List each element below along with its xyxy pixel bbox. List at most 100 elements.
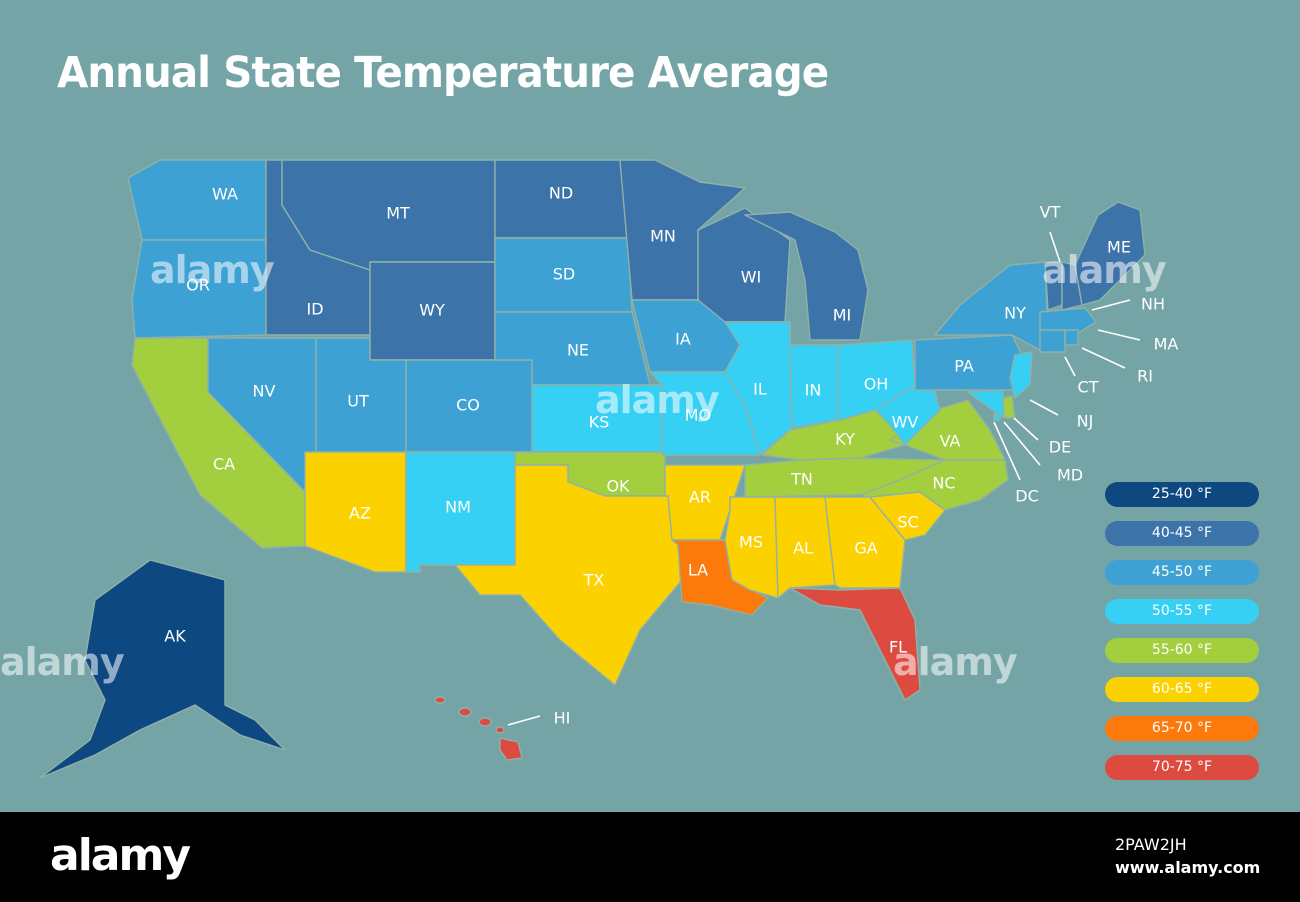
label-ga: GA [854, 539, 877, 558]
leader-ct [1064, 356, 1076, 377]
label-sd: SD [553, 265, 575, 284]
watermark: alamy [595, 378, 720, 422]
legend-item-60-65: 60-65 °F [1105, 677, 1259, 702]
state-fl [789, 587, 921, 701]
label-md: MD [1057, 466, 1083, 485]
label-ny: NY [1004, 304, 1026, 323]
leader-nj [1029, 399, 1059, 416]
label-or: OR [186, 276, 210, 295]
label-nh: NH [1141, 295, 1165, 314]
label-ri: RI [1137, 367, 1153, 386]
label-ak: AK [164, 627, 186, 646]
state-al [774, 496, 836, 599]
label-nj: NJ [1077, 412, 1094, 431]
state-va [889, 399, 1006, 461]
label-mt: MT [386, 204, 410, 223]
leader-de [1013, 417, 1039, 441]
label-tn: TN [790, 470, 813, 489]
label-la: LA [688, 561, 708, 580]
state-tx [454, 464, 683, 686]
label-al: AL [793, 539, 813, 558]
label-va: VA [940, 432, 961, 451]
leader-ma [1097, 329, 1141, 341]
legend-item-40-45: 40-45 °F [1105, 521, 1259, 546]
state-or [131, 239, 267, 339]
legend-item-70-75: 70-75 °F [1105, 755, 1259, 780]
state-de [1002, 395, 1016, 419]
label-mi: MI [833, 306, 852, 325]
state-md [967, 389, 1005, 419]
state-nc [859, 459, 1009, 511]
leader-hi [507, 715, 541, 726]
label-ct: CT [1078, 378, 1099, 397]
label-co: CO [456, 396, 480, 415]
label-ms: MS [739, 533, 763, 552]
label-sc: SC [897, 513, 918, 532]
watermark: alamy [1042, 248, 1167, 292]
label-tx: TX [583, 571, 605, 590]
label-hi: HI [554, 709, 571, 728]
label-ks: KS [589, 413, 610, 432]
state-wa [127, 159, 267, 241]
state-ma [1039, 307, 1097, 333]
leader-nh [1091, 299, 1131, 311]
leader-dc [993, 421, 1021, 481]
label-fl: FL [889, 638, 907, 657]
leader-vt [1049, 231, 1061, 263]
label-de: DE [1049, 438, 1071, 457]
legend-item-65-70: 65-70 °F [1105, 716, 1259, 741]
leader-ri [1081, 347, 1126, 369]
watermark: alamy [893, 640, 1018, 684]
label-wi: WI [741, 268, 762, 287]
label-mo: MO [685, 406, 711, 425]
label-nd: ND [549, 184, 573, 203]
footer-bar [0, 812, 1300, 902]
label-oh: OH [864, 375, 889, 394]
label-ut: UT [347, 392, 369, 411]
label-wy: WY [419, 301, 445, 320]
label-ne: NE [567, 341, 589, 360]
brand-logo: alamy [50, 830, 191, 881]
state-me [1074, 201, 1146, 306]
state-nj [1009, 351, 1033, 399]
label-wa: WA [212, 185, 238, 204]
label-ok: OK [606, 477, 630, 496]
label-nv: NV [253, 382, 276, 401]
state-dc [993, 413, 1001, 421]
label-pa: PA [954, 357, 974, 376]
label-ar: AR [689, 488, 711, 507]
state-ak [39, 559, 286, 779]
map-canvas: Annual State Temperature Average [0, 0, 1300, 812]
label-dc: DC [1015, 487, 1039, 506]
state-ct [1039, 329, 1066, 353]
state-il [724, 321, 793, 456]
label-in: IN [805, 381, 822, 400]
label-id: ID [306, 300, 323, 319]
watermark: alamy [0, 640, 125, 684]
site-url: www.alamy.com [1115, 858, 1261, 877]
legend: 25-40 °F 40-45 °F 45-50 °F 50-55 °F 55-6… [1105, 482, 1259, 794]
label-ca: CA [213, 455, 235, 474]
state-ri [1064, 329, 1079, 346]
leader-md [1003, 421, 1041, 466]
image-id: 2PAW2JH [1115, 835, 1187, 854]
state-mi [744, 211, 869, 341]
label-nm: NM [445, 498, 471, 517]
label-me: ME [1107, 238, 1131, 257]
label-nc: NC [932, 474, 955, 493]
label-az: AZ [349, 504, 371, 523]
map-title: Annual State Temperature Average [57, 48, 829, 98]
watermark: alamy [150, 248, 275, 292]
label-vt: VT [1040, 203, 1061, 222]
state-hi [434, 696, 523, 761]
label-wv: WV [892, 413, 919, 432]
legend-item-45-50: 45-50 °F [1105, 560, 1259, 585]
label-ky: KY [835, 430, 855, 449]
legend-item-55-60: 55-60 °F [1105, 638, 1259, 663]
label-mn: MN [650, 227, 676, 246]
us-temperature-map: WA OR CA NV ID MT WY UT CO AZ NM ND SD N… [39, 159, 1179, 779]
label-ia: IA [675, 330, 691, 349]
label-ma: MA [1154, 335, 1179, 354]
legend-item-25-40: 25-40 °F [1105, 482, 1259, 507]
label-il: IL [753, 380, 767, 399]
